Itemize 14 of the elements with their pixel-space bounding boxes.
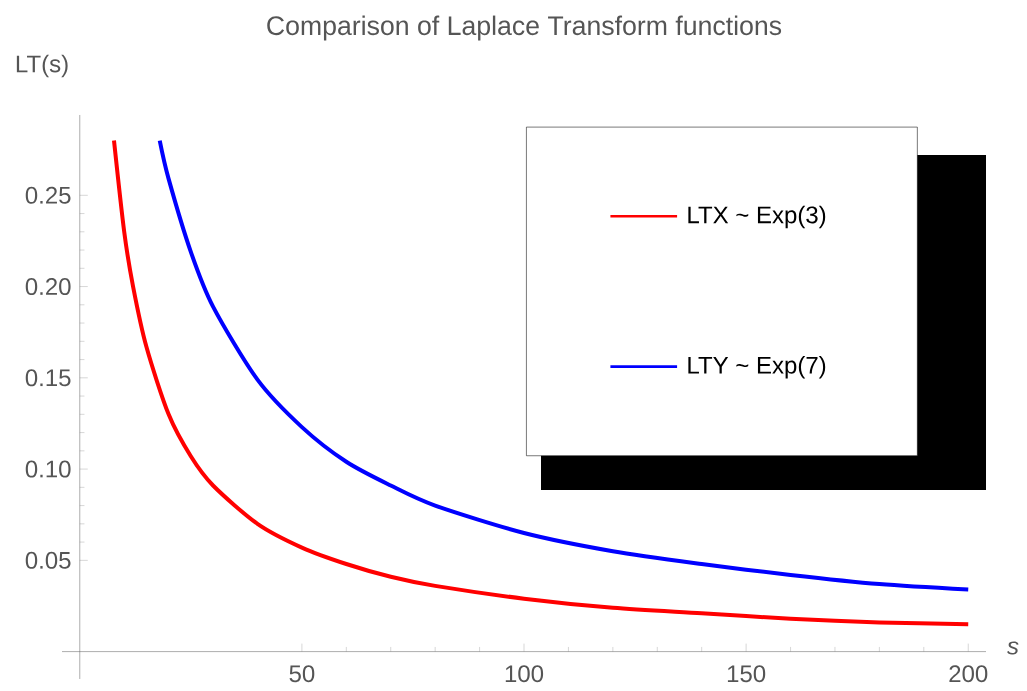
x-axis-title: s [1007,641,1019,655]
x-tick-label: 150 [727,665,766,683]
y-tick-label: 0.05 [25,551,71,569]
x-tick-label: 200 [949,665,988,683]
y-tick-label: 0.20 [25,278,71,296]
y-tick-label: 0.25 [25,186,71,204]
y-axis-title: LT(s) [16,54,68,78]
x-tick-label: 50 [289,665,315,683]
x-tick-label: 100 [505,665,544,683]
legend-label: LTX ~ Exp(3) [688,205,826,229]
chart-title: Comparison of Laplace Transform functions [267,15,782,41]
y-tick-label: 0.15 [25,369,71,387]
legend-label: LTY ~ Exp(7) [688,356,826,379]
y-tick-label: 0.10 [25,460,71,478]
